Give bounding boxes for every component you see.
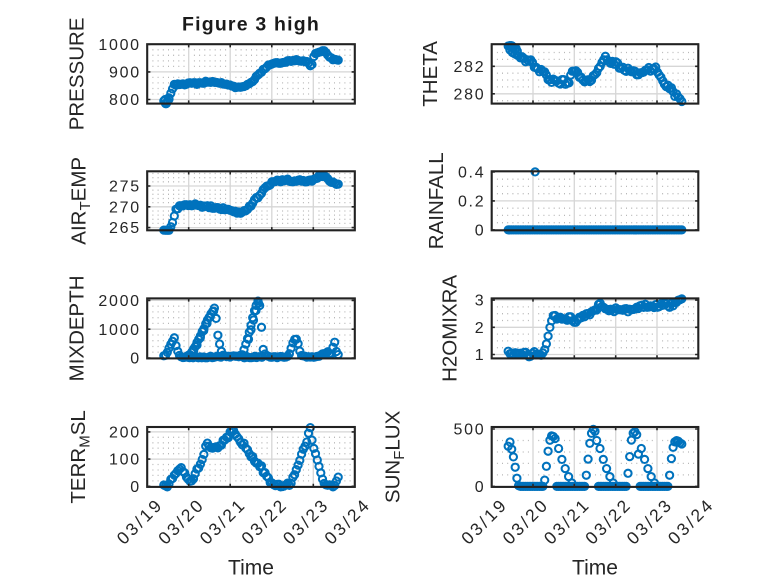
svg-text:800: 800 (109, 92, 141, 109)
svg-text:100: 100 (109, 452, 141, 469)
svg-text:Time: Time (228, 557, 274, 580)
svg-text:RAINFALL: RAINFALL (425, 152, 448, 249)
svg-text:SUNFLUX: SUNFLUX (382, 410, 409, 503)
svg-text:0: 0 (475, 479, 486, 496)
svg-text:0.2: 0.2 (458, 194, 485, 211)
svg-text:2000: 2000 (98, 293, 140, 310)
svg-text:265: 265 (109, 220, 141, 237)
svg-text:Time: Time (572, 557, 618, 580)
svg-text:MIXDEPTH: MIXDEPTH (66, 275, 89, 381)
svg-text:0: 0 (475, 223, 486, 240)
svg-text:1: 1 (475, 347, 486, 364)
svg-text:PRESSURE: PRESSURE (66, 18, 89, 131)
svg-text:0: 0 (130, 479, 141, 496)
svg-text:282: 282 (454, 59, 486, 76)
svg-text:900: 900 (109, 65, 141, 82)
svg-text:TERRMSL: TERRMSL (67, 410, 94, 503)
svg-text:H2OMIXRA: H2OMIXRA (439, 275, 462, 382)
svg-text:1000: 1000 (98, 37, 140, 54)
svg-text:500: 500 (454, 422, 486, 439)
svg-text:0: 0 (130, 351, 141, 368)
svg-text:1000: 1000 (98, 322, 140, 339)
svg-text:275: 275 (109, 179, 141, 196)
svg-text:0.4: 0.4 (458, 165, 485, 182)
svg-text:3: 3 (475, 293, 486, 310)
svg-text:AIRTEMP: AIRTEMP (68, 157, 95, 245)
svg-text:270: 270 (109, 199, 141, 216)
svg-text:Figure 3 high: Figure 3 high (182, 13, 320, 35)
svg-text:THETA: THETA (419, 41, 442, 107)
svg-text:280: 280 (454, 86, 486, 103)
svg-text:200: 200 (109, 425, 141, 442)
svg-text:2: 2 (475, 320, 486, 337)
